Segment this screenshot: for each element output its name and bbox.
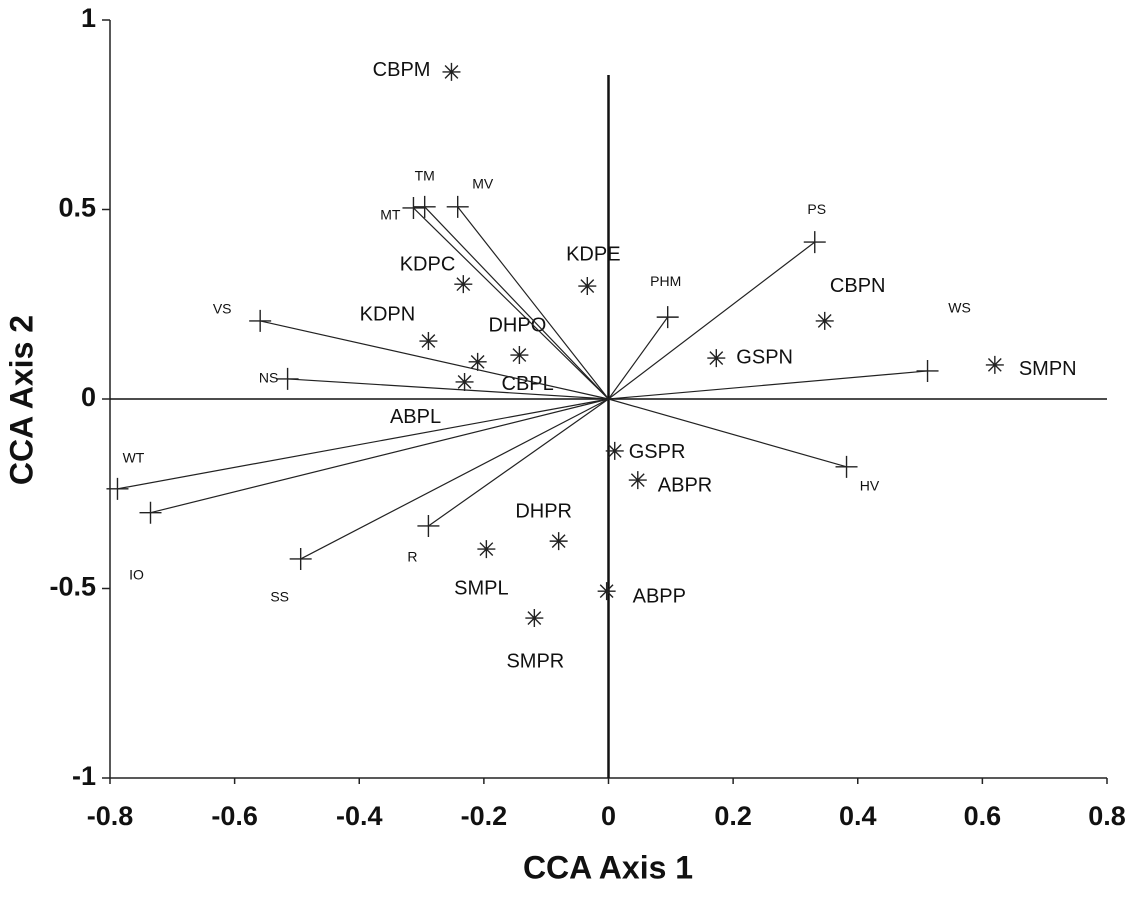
variable-point [835, 455, 858, 478]
site-label: SMPN [1019, 358, 1077, 380]
site-point [510, 346, 529, 365]
variable-label: WT [123, 450, 145, 466]
variable-point [276, 367, 299, 390]
vector-line [300, 398, 609, 560]
y-tick-label: -1 [72, 761, 96, 791]
site-label: KDPC [400, 253, 456, 275]
site-point [628, 471, 647, 490]
site-point [578, 277, 597, 296]
site-label: GSPR [629, 441, 686, 463]
variable-label: R [407, 549, 417, 565]
site-label: SMPL [454, 577, 508, 599]
site-label: ABPP [633, 585, 686, 607]
site-label: DHPR [515, 500, 572, 522]
x-tick-label: -0.4 [336, 801, 383, 831]
variable-label: WS [948, 300, 971, 316]
vector-line [413, 207, 609, 400]
variable-label: SS [270, 589, 289, 605]
variable-point [413, 195, 436, 218]
vector-line [457, 206, 609, 400]
variable-label: HV [860, 478, 880, 494]
variable-label: MT [380, 207, 401, 223]
x-axis-title: CCA Axis 1 [523, 849, 693, 885]
x-tick-label: -0.6 [211, 801, 258, 831]
variable-point [249, 309, 272, 332]
variable-point [656, 306, 679, 329]
variable-point [916, 359, 939, 382]
site-label: CBPN [830, 275, 886, 297]
site-point [985, 355, 1004, 374]
site-point [455, 372, 474, 391]
site-point [442, 62, 461, 81]
x-tick-label: 0.4 [839, 801, 877, 831]
variable-point [139, 501, 162, 524]
site-point [477, 540, 496, 559]
variable-label: NS [259, 370, 278, 386]
site-point [549, 532, 568, 551]
vector-line [608, 398, 847, 468]
variable-label: IO [129, 566, 144, 582]
site-label: CBPM [373, 59, 431, 81]
vector-line [117, 398, 609, 490]
variable-label: VS [213, 301, 232, 317]
site-label: SMPR [506, 650, 564, 672]
site-label: KDPE [566, 243, 620, 265]
x-tick-label: 0.6 [964, 801, 1002, 831]
site-point [707, 349, 726, 368]
variable-point [289, 547, 312, 570]
vector-line [287, 378, 609, 400]
y-tick-label: 0.5 [58, 193, 96, 223]
x-tick-label: -0.2 [461, 801, 508, 831]
site-point [815, 311, 834, 330]
variable-label: PS [807, 201, 826, 217]
site-point [454, 275, 473, 294]
variable-label: MV [472, 176, 494, 192]
vector-line [608, 316, 669, 400]
x-tick-label: 0.2 [714, 801, 752, 831]
variable-label: PHM [650, 273, 681, 289]
site-point [605, 441, 624, 460]
site-point [525, 609, 544, 628]
site-point [468, 352, 487, 371]
vector-line [608, 241, 816, 400]
vector-line [428, 398, 609, 527]
site-label: ABPR [658, 474, 712, 496]
vector-line [150, 398, 609, 514]
y-tick-label: 1 [81, 3, 96, 33]
vector-line [608, 370, 928, 400]
vector-line [260, 320, 609, 400]
x-tick-label: -0.8 [87, 801, 134, 831]
site-label: ABPL [390, 406, 441, 428]
site-point [419, 332, 438, 351]
variable-point [446, 195, 469, 218]
site-label: CBPL [502, 373, 554, 395]
variable-point [417, 514, 440, 537]
variable-point [402, 196, 425, 219]
x-tick-label: 0.8 [1088, 801, 1126, 831]
site-point [597, 582, 616, 601]
y-axis-title: CCA Axis 2 [3, 315, 39, 485]
y-tick-label: 0 [81, 382, 96, 412]
site-label: GSPN [736, 346, 793, 368]
variable-point [106, 477, 129, 500]
vector-line [424, 206, 609, 400]
variable-point [803, 231, 826, 254]
site-label: DHPO [488, 314, 546, 336]
x-tick-label: 0 [601, 801, 616, 831]
variable-label: TM [415, 168, 435, 184]
y-tick-label: -0.5 [49, 572, 96, 602]
site-label: KDPN [360, 303, 416, 325]
